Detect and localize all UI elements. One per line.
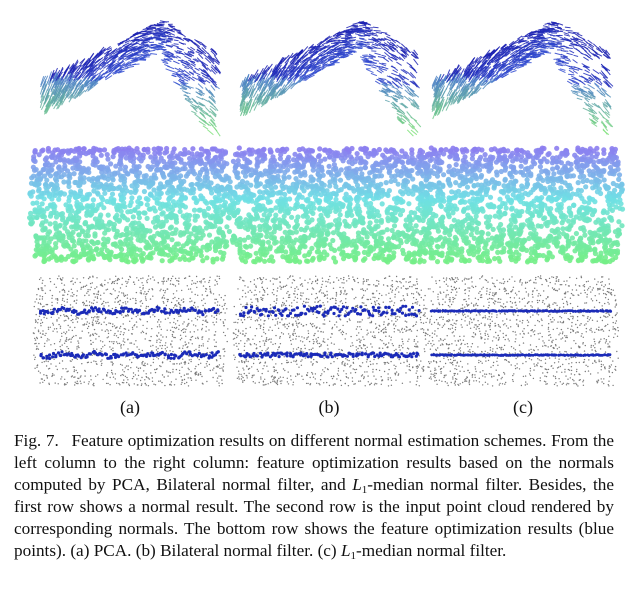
panel-label-c: (c): [513, 397, 533, 417]
feature-points-panel: [232, 275, 428, 387]
figure: (a) (b) (c): [27, 20, 626, 417]
panel-label-b: (b): [318, 397, 340, 417]
feature-points-panel: [32, 275, 229, 387]
caption-l1-subscript-2: 1: [350, 550, 357, 562]
feature-points-panel: [424, 275, 619, 387]
caption-l1-subscript: 1: [361, 484, 368, 496]
point-cloud-panel: [227, 145, 434, 265]
caption-l1-symbol-2: L: [340, 541, 351, 560]
point-cloud-panel: [27, 145, 234, 265]
caption-text-3: -median normal filter.: [356, 541, 507, 560]
figure-canvas: [27, 20, 626, 387]
point-cloud-panel: [419, 145, 626, 265]
caption-fig-number: Fig. 7.: [14, 431, 59, 450]
normal-field-panel: [431, 21, 614, 136]
figure-caption: Fig. 7. Feature optimization results on …: [14, 430, 614, 562]
normal-field-panel: [239, 20, 422, 137]
caption-l1-symbol: L: [352, 475, 362, 494]
figure-column-3: [419, 21, 626, 387]
normal-field-panel: [39, 20, 222, 137]
figure-column-1: [27, 20, 234, 387]
panel-label-a: (a): [120, 397, 140, 417]
caption-text-1: Feature optimization results on differen…: [14, 431, 614, 494]
figure-column-2: [227, 20, 434, 387]
caption-text-2: -median normal filter. Besides, the firs…: [14, 475, 614, 560]
